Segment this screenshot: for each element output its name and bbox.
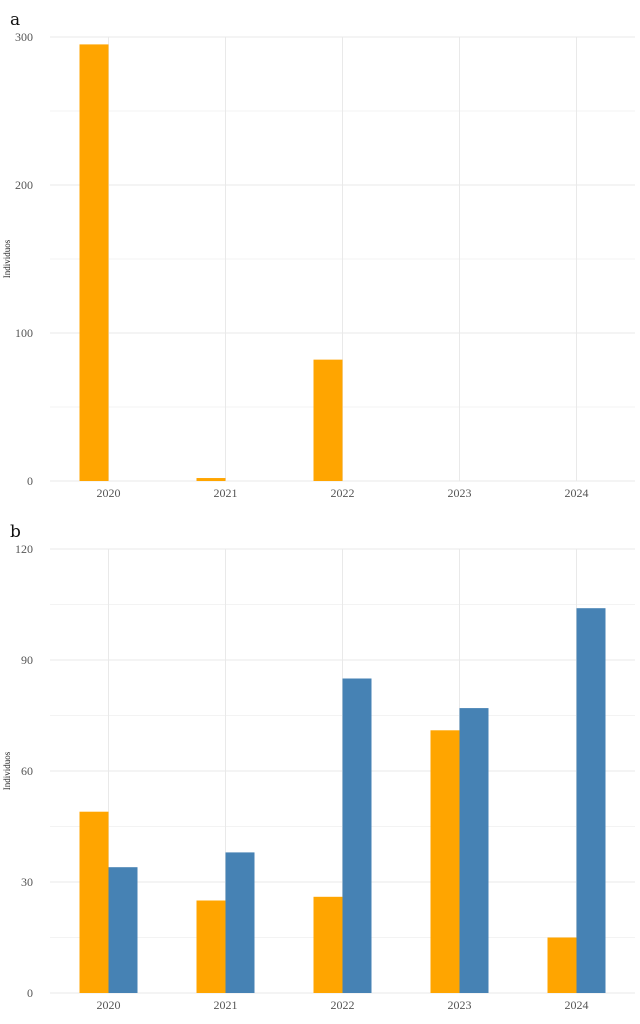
panel-label: a	[10, 10, 20, 30]
bar-2020-series-1	[79, 811, 109, 993]
y-tick-label: 60	[21, 764, 33, 778]
y-tick-label: 90	[21, 653, 33, 667]
x-tick-label: 2024	[565, 998, 589, 1012]
y-tick-label: 30	[21, 875, 33, 889]
bar-2021-series-1	[196, 900, 226, 993]
y-tick-label: 120	[15, 542, 33, 556]
chart-panel-a: 0 100 200 300 2020 2021 2022 2023 2024 Individuos…	[2, 10, 635, 500]
y-tick-label: 300	[15, 30, 33, 44]
bar-2022-series-2	[342, 678, 372, 993]
bar-2020-series-2	[108, 867, 138, 993]
x-tick-label: 2021	[214, 998, 238, 1012]
bar-2021-series-2	[225, 852, 255, 993]
x-tick-label: 2022	[331, 486, 355, 500]
bar-2024-series-1	[547, 937, 577, 993]
bar-2020-series-1	[79, 44, 109, 482]
y-tick-label: 0	[27, 986, 33, 1000]
chart-panel-b: 0 30 60 90 120 2020 2021 2022 2023 2024 Individuos…	[2, 522, 635, 1012]
bar-2022-series-1	[313, 359, 343, 481]
bar-2024-series-2	[576, 608, 606, 993]
y-tick-label: 0	[27, 474, 33, 488]
y-axis-title: Individuos	[2, 751, 12, 790]
bar-2021-series-1	[196, 478, 226, 481]
x-tick-label: 2024	[565, 486, 589, 500]
y-tick-label: 100	[15, 326, 33, 340]
bar-2023-series-1	[430, 730, 460, 993]
bar-2023-series-2	[459, 708, 489, 993]
x-tick-label: 2022	[331, 998, 355, 1012]
bar-2022-series-1	[313, 896, 343, 993]
panel-label: b	[10, 522, 21, 542]
y-axis-title: Individuos	[2, 239, 12, 278]
x-tick-label: 2023	[448, 486, 472, 500]
x-tick-label: 2020	[97, 998, 121, 1012]
x-tick-label: 2021	[214, 486, 238, 500]
x-tick-label: 2023	[448, 998, 472, 1012]
x-tick-label: 2020	[97, 486, 121, 500]
y-tick-label: 200	[15, 178, 33, 192]
